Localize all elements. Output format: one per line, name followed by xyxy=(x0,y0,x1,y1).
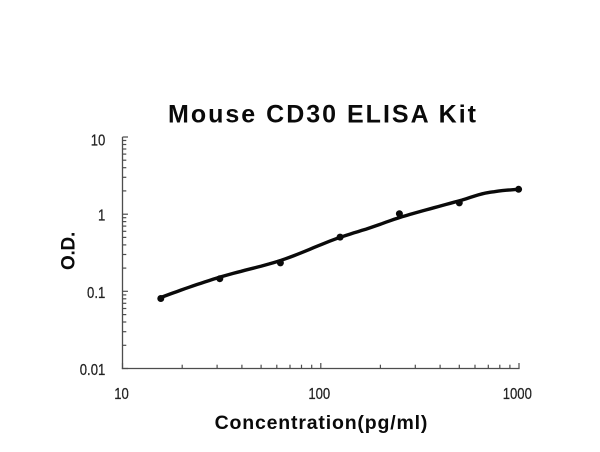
svg-text:O.D.: O.D. xyxy=(58,232,79,270)
svg-text:Mouse CD30 ELISA Kit: Mouse CD30 ELISA Kit xyxy=(168,101,478,129)
svg-text:1000: 1000 xyxy=(503,386,532,403)
svg-text:1: 1 xyxy=(98,207,105,224)
svg-text:0.1: 0.1 xyxy=(87,285,105,302)
svg-text:10: 10 xyxy=(114,386,129,403)
svg-text:100: 100 xyxy=(308,386,330,403)
svg-text:Concentration(pg/ml): Concentration(pg/ml) xyxy=(215,412,429,434)
svg-text:10: 10 xyxy=(91,132,106,149)
svg-text:0.01: 0.01 xyxy=(80,362,106,379)
